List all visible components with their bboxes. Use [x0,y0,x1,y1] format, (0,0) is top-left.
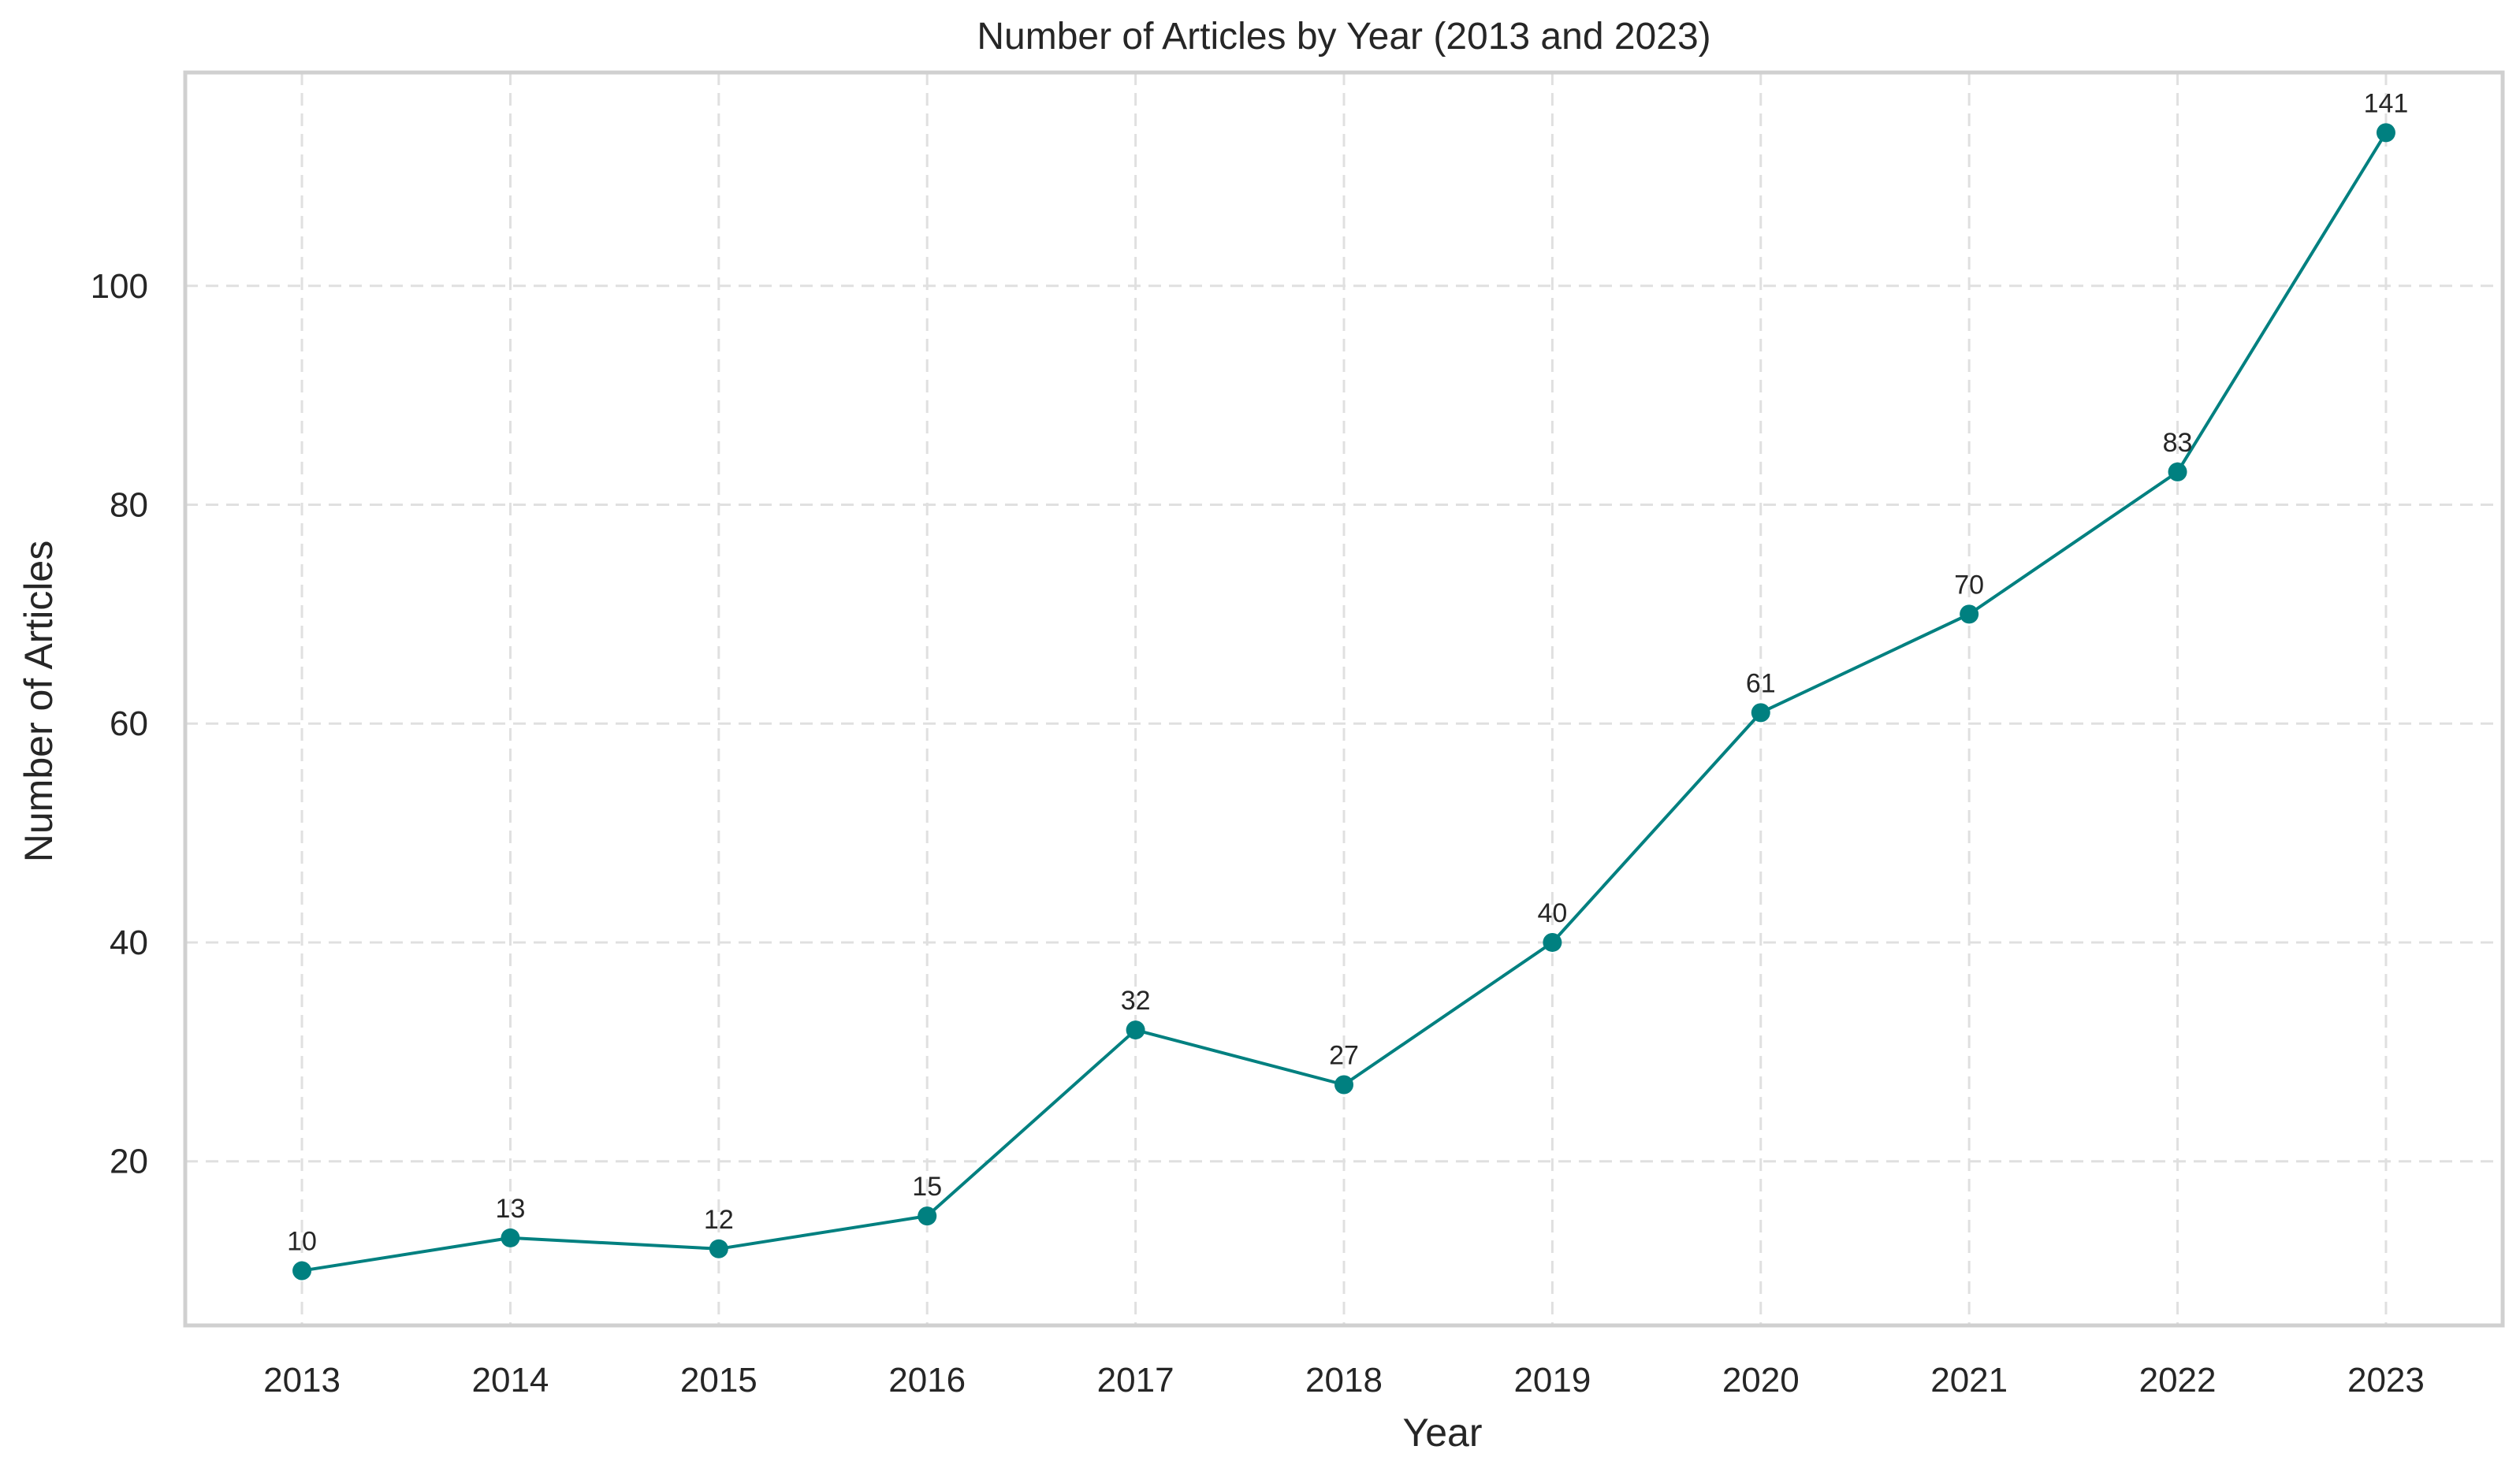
data-label: 32 [1121,986,1151,1016]
chart-title: Number of Articles by Year (2013 and 202… [977,16,1710,58]
y-tick-label: 20 [110,1143,148,1181]
data-point [709,1239,728,1258]
y-tick-label: 60 [110,704,148,743]
series-group: 10 13 12 15 32 27 40 61 70 83 141 [287,88,2409,1281]
data-label: 13 [496,1194,526,1224]
data-point [292,1261,312,1281]
data-point [918,1206,937,1226]
x-tick-label: 2017 [1097,1361,1174,1400]
x-tick-label: 2014 [472,1361,549,1400]
data-label: 141 [2364,88,2409,118]
data-point [1960,604,1979,624]
y-axis-label: Number of Articles [17,541,61,862]
data-label: 10 [287,1227,317,1257]
data-point [1126,1020,1145,1040]
x-axis-label: Year [1402,1411,1482,1455]
data-label: 12 [704,1205,734,1235]
data-point [2168,462,2187,481]
plot-frame [183,70,2505,1328]
x-tick-label: 2023 [2347,1361,2425,1400]
x-tick-label: 2019 [1513,1361,1591,1400]
data-label: 40 [1537,898,1567,928]
y-tick-label: 100 [91,267,148,306]
data-label: 83 [2163,428,2193,458]
data-point [501,1228,520,1247]
data-point [1543,932,1562,952]
grid [185,72,2503,1325]
y-tick-label: 40 [110,924,148,962]
data-label: 27 [1329,1040,1359,1070]
x-tick-label: 2013 [263,1361,341,1400]
data-label: 70 [1954,570,1984,600]
x-tick-label: 2018 [1305,1361,1383,1400]
x-tick-label: 2021 [1930,1361,2008,1400]
data-point [1751,703,1770,723]
x-tick-label: 2015 [680,1361,757,1400]
data-label: 15 [912,1172,942,1202]
x-tick-label: 2016 [888,1361,966,1400]
data-label: 61 [1746,668,1776,698]
x-tick-label: 2022 [2139,1361,2217,1400]
data-point [1334,1075,1353,1095]
x-tick-label: 2020 [1722,1361,1800,1400]
x-tick-labels: 2013 2014 2015 2016 2017 2018 2019 2020 2021 2022… [263,1361,2425,1400]
y-tick-labels: 20 40 60 80 100 [91,267,148,1181]
y-tick-label: 80 [110,486,148,525]
data-point [2376,123,2395,143]
